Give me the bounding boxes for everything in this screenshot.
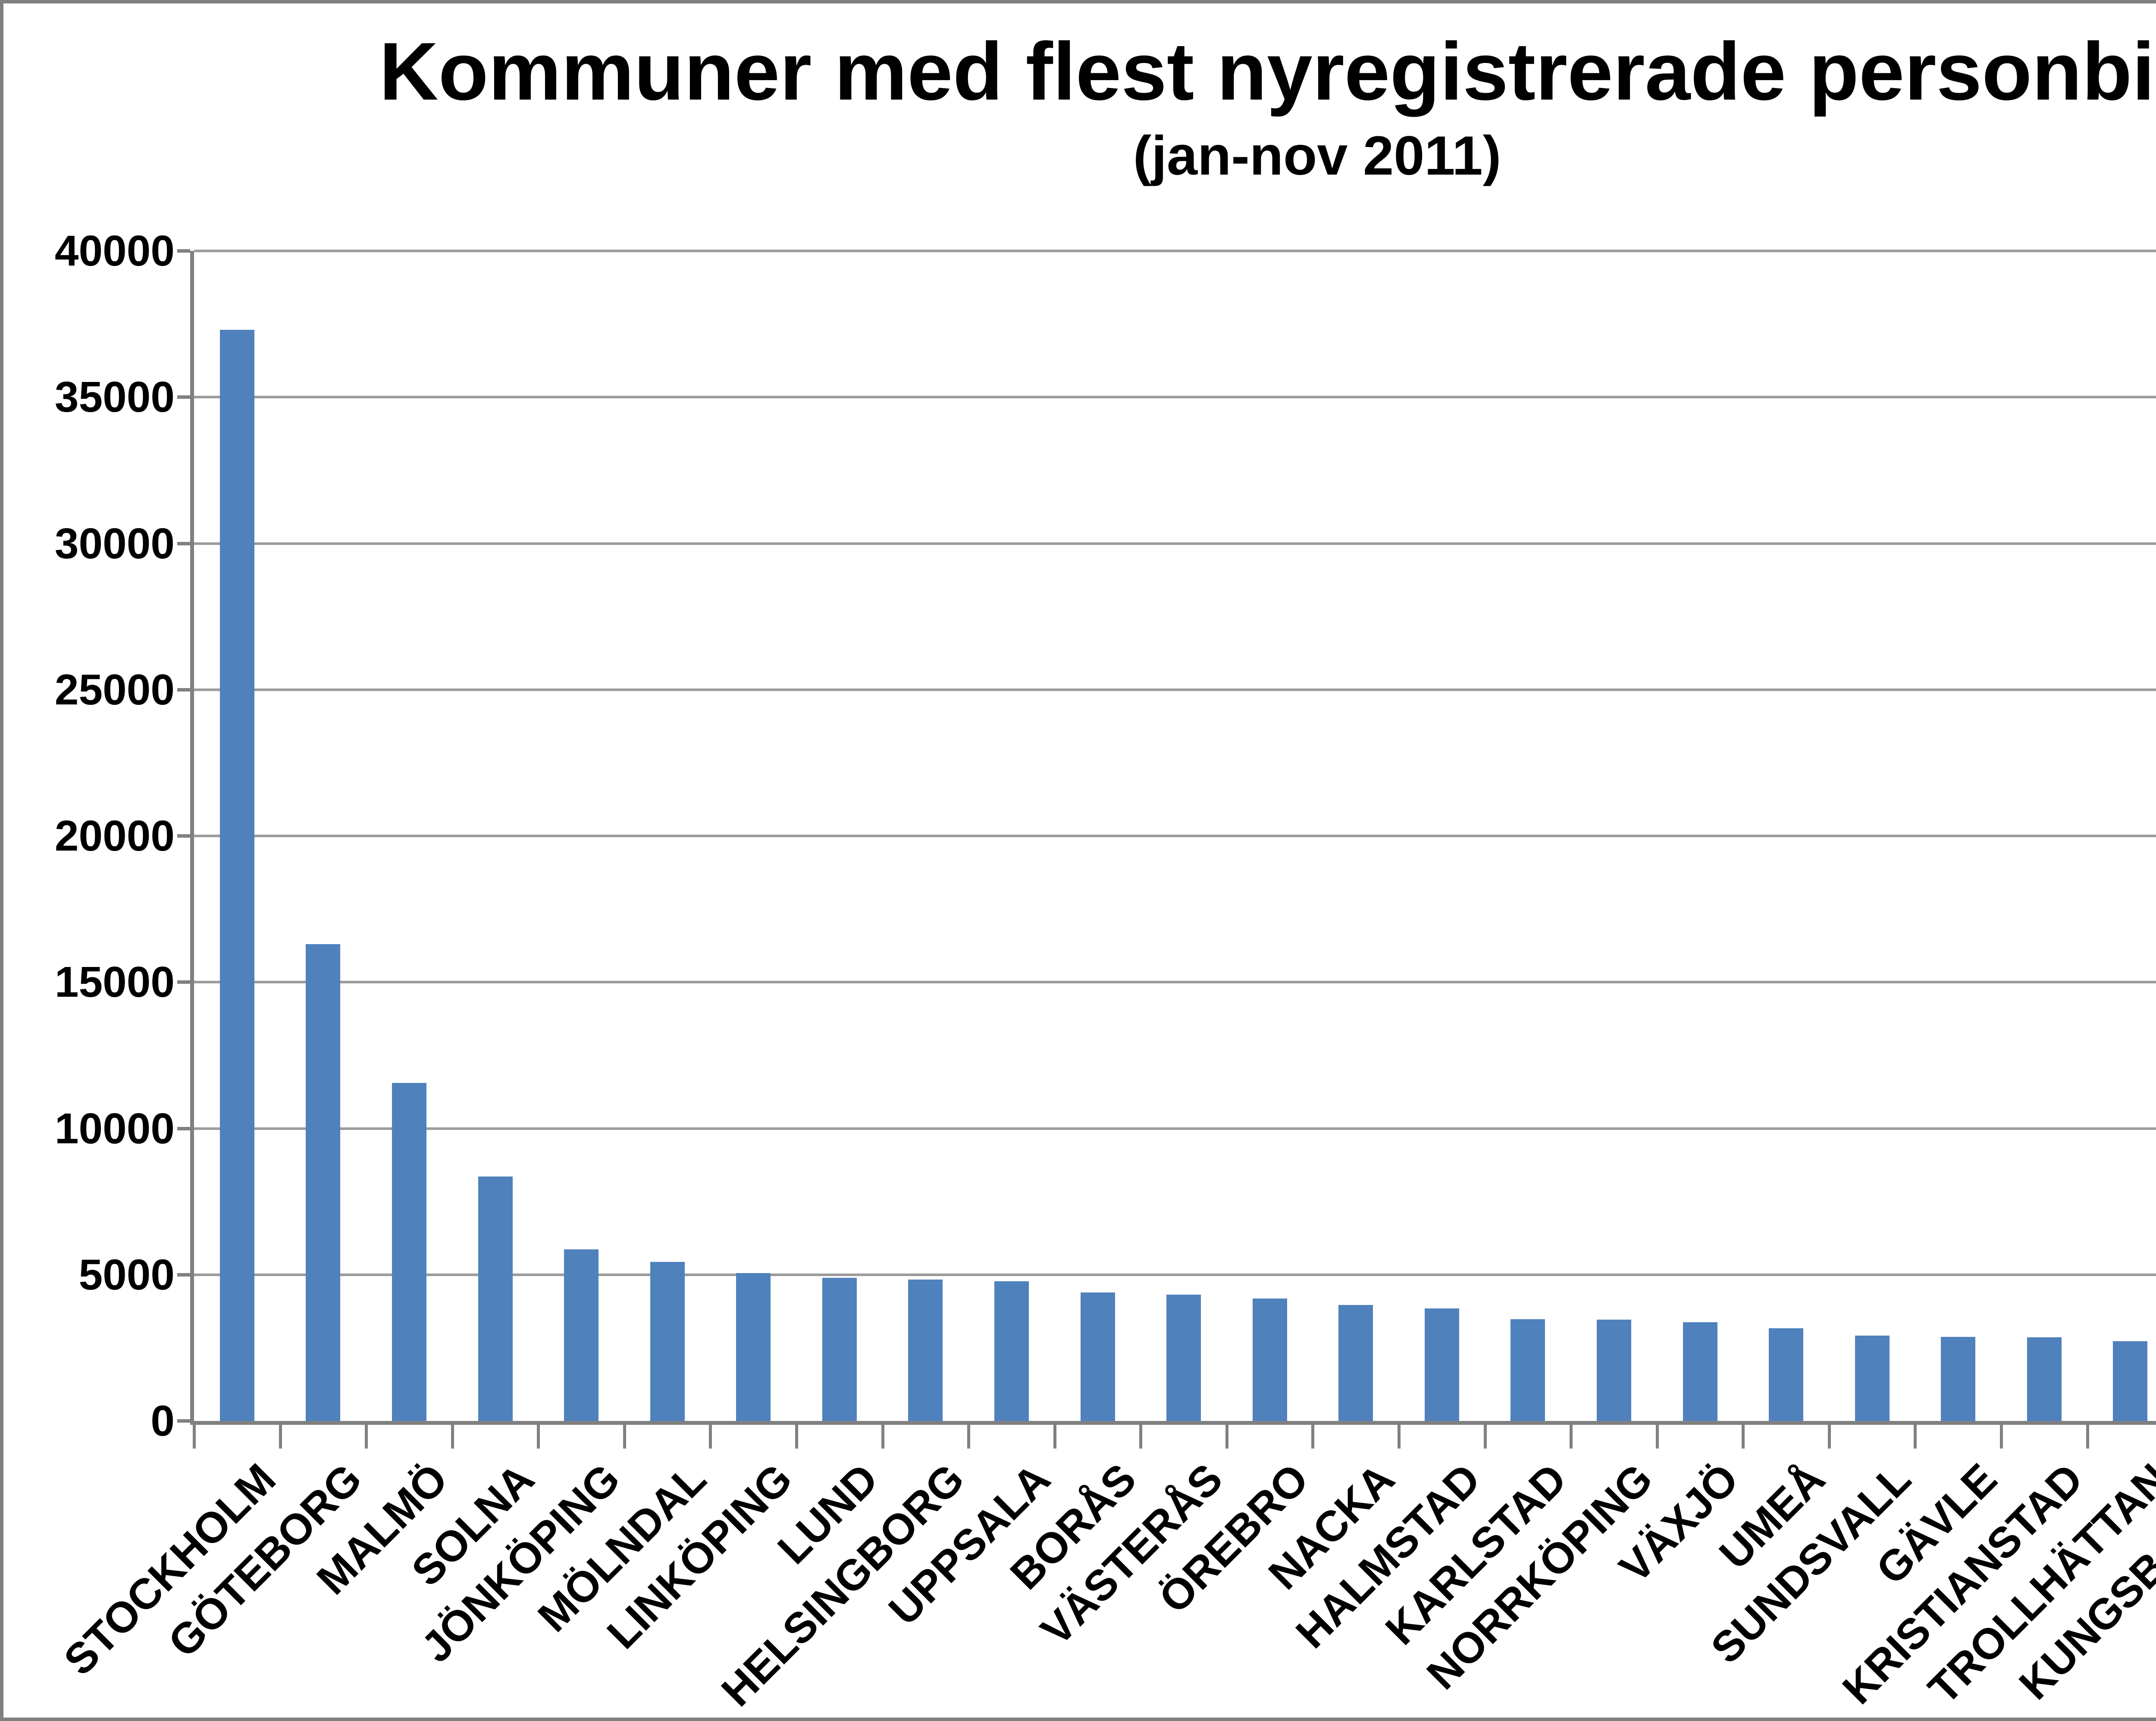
bar-umeå: [1769, 1328, 1804, 1421]
x-axis-tick: [1827, 1425, 1831, 1449]
y-tick-label: 30000: [54, 519, 175, 568]
y-tick-label: 20000: [54, 812, 175, 860]
gridline: [194, 688, 2156, 691]
x-axis-tick: [1655, 1425, 1659, 1449]
gridline: [194, 1273, 2156, 1276]
x-axis-tick: [1742, 1425, 1745, 1449]
gridline: [194, 250, 2156, 252]
bar-trollhättan: [2113, 1341, 2148, 1421]
bar-jönköping: [564, 1249, 599, 1421]
bar-karlstad: [1510, 1319, 1545, 1421]
plot-area: [194, 250, 2156, 1421]
y-tick-label: 0: [150, 1397, 175, 1445]
bar-linköping: [736, 1273, 771, 1421]
x-axis-tick: [279, 1425, 282, 1449]
x-axis-tick: [365, 1425, 368, 1449]
y-tick-label: 25000: [54, 665, 175, 714]
y-axis-line: [190, 251, 194, 1425]
x-axis-tick: [709, 1425, 712, 1449]
gridline: [194, 981, 2156, 984]
x-axis-tick: [967, 1425, 971, 1449]
bar-nacka: [1338, 1305, 1373, 1421]
y-axis-tick: [177, 541, 190, 545]
x-axis-tick: [1311, 1425, 1315, 1449]
bar-gävle: [1941, 1336, 1976, 1421]
x-axis-tick: [2086, 1425, 2089, 1449]
y-axis-tick: [177, 834, 190, 838]
y-tick-label: 35000: [54, 373, 175, 422]
x-axis-tick: [795, 1425, 798, 1449]
x-axis-tick: [1139, 1425, 1143, 1449]
y-axis-tick: [177, 395, 190, 399]
bar-kristianstad: [2027, 1337, 2062, 1421]
x-axis-tick: [881, 1425, 884, 1449]
x-axis-tick: [1053, 1425, 1056, 1449]
x-axis-tick: [1483, 1425, 1487, 1449]
y-axis-tick: [177, 1419, 190, 1423]
bar-solna: [478, 1177, 513, 1421]
x-axis-tick: [2000, 1425, 2003, 1449]
gridline: [194, 1127, 2156, 1130]
x-axis-tick: [1225, 1425, 1228, 1449]
chart-subtitle: (jan-nov 2011): [1133, 125, 1501, 187]
bar-helsingborg: [908, 1279, 943, 1421]
x-axis-line: [190, 1421, 2156, 1425]
bar-mölndal: [650, 1261, 685, 1421]
y-tick-label: 15000: [54, 958, 175, 1007]
gridline: [194, 542, 2156, 545]
y-axis-tick: [177, 1273, 190, 1277]
x-axis-tick: [193, 1425, 196, 1449]
y-axis-tick: [177, 980, 190, 984]
x-axis-tick: [537, 1425, 540, 1449]
bar-göteborg: [306, 944, 341, 1421]
bar-uppsala: [994, 1281, 1029, 1421]
x-axis-tick: [623, 1425, 626, 1449]
bar-stockholm: [219, 330, 254, 1421]
bar-borås: [1080, 1292, 1115, 1421]
bar-sundsvall: [1855, 1335, 1890, 1421]
y-axis-tick: [177, 688, 190, 692]
bar-örebro: [1252, 1298, 1287, 1421]
bar-halmstad: [1424, 1308, 1459, 1421]
bar-växjö: [1683, 1322, 1717, 1421]
gridline: [194, 835, 2156, 837]
bar-malmö: [392, 1083, 426, 1421]
x-axis-tick: [1914, 1425, 1917, 1449]
x-axis-tick: [451, 1425, 454, 1449]
gridline: [194, 396, 2156, 399]
bar-lund: [822, 1277, 857, 1421]
y-axis-tick: [177, 1126, 190, 1130]
x-axis-tick: [1570, 1425, 1573, 1449]
y-axis-tick: [177, 249, 190, 253]
y-tick-label: 5000: [78, 1250, 175, 1299]
y-tick-label: 40000: [54, 227, 175, 275]
bar-västerås: [1166, 1294, 1201, 1421]
bar-norrköping: [1596, 1320, 1631, 1421]
x-axis-tick: [1398, 1425, 1401, 1449]
y-tick-label: 10000: [54, 1104, 175, 1153]
chart-title: Kommuner med flest nyregistrerade person…: [379, 26, 2156, 117]
